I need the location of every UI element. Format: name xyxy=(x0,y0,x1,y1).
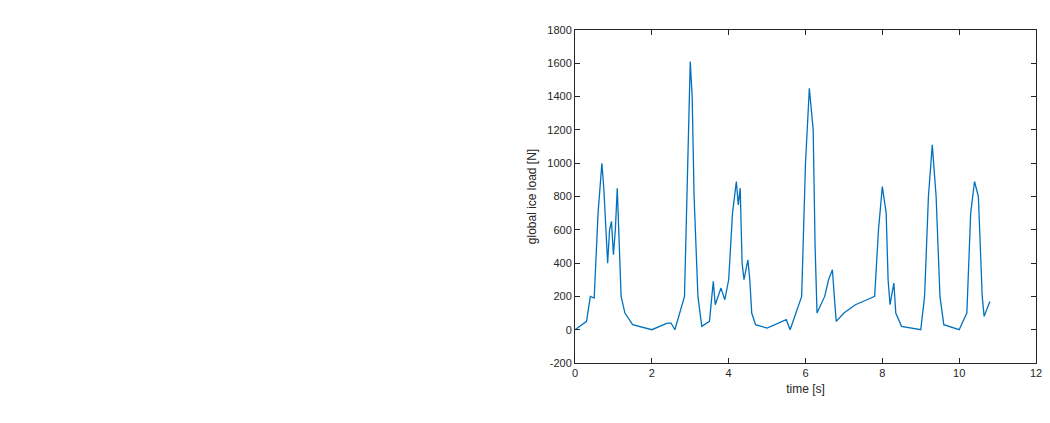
svg-text:-200: -200 xyxy=(550,357,572,369)
svg-text:4: 4 xyxy=(726,367,732,379)
svg-text:1600: 1600 xyxy=(547,57,571,69)
svg-text:0: 0 xyxy=(566,324,572,336)
svg-text:0: 0 xyxy=(572,367,578,379)
svg-text:800: 800 xyxy=(553,190,571,202)
svg-text:1200: 1200 xyxy=(547,124,571,136)
svg-text:1800: 1800 xyxy=(547,24,571,36)
svg-text:global ice load [N]: global ice load [N] xyxy=(525,149,539,244)
svg-text:6: 6 xyxy=(802,367,808,379)
svg-text:1000: 1000 xyxy=(547,157,571,169)
svg-text:time [s]: time [s] xyxy=(786,382,825,396)
svg-text:8: 8 xyxy=(879,367,885,379)
svg-text:2: 2 xyxy=(649,367,655,379)
svg-text:600: 600 xyxy=(553,224,571,236)
svg-text:10: 10 xyxy=(953,367,965,379)
svg-text:1400: 1400 xyxy=(547,90,571,102)
svg-text:12: 12 xyxy=(1030,367,1042,379)
svg-text:400: 400 xyxy=(553,257,571,269)
svg-text:200: 200 xyxy=(553,290,571,302)
